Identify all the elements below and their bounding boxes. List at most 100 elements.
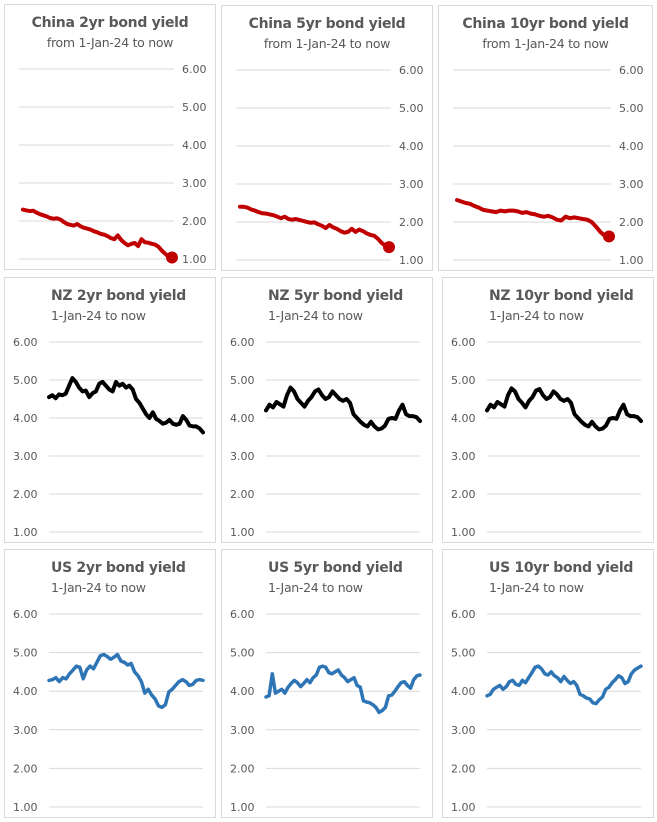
data-point bbox=[473, 204, 476, 208]
data-point bbox=[324, 397, 327, 401]
chart-plot-area: 1.00 2.00 3.00 4.00 5.00 6.00 bbox=[230, 336, 422, 539]
data-point bbox=[371, 703, 375, 706]
series-line-nz-10yr bbox=[485, 386, 643, 432]
data-point bbox=[537, 664, 540, 668]
data-point bbox=[128, 384, 131, 387]
data-point bbox=[141, 407, 144, 410]
data-point bbox=[464, 201, 467, 205]
data-point bbox=[268, 403, 271, 406]
data-point bbox=[331, 226, 335, 229]
data-point bbox=[586, 218, 589, 221]
data-point bbox=[143, 241, 147, 244]
data-point bbox=[67, 384, 71, 387]
data-point bbox=[285, 394, 289, 397]
data-point bbox=[198, 427, 201, 430]
chart-title: NZ 2yr bond yield bbox=[51, 288, 187, 304]
data-point bbox=[380, 241, 383, 245]
data-point bbox=[339, 229, 342, 233]
data-point bbox=[341, 399, 345, 403]
data-point bbox=[283, 215, 286, 218]
data-point bbox=[306, 399, 310, 403]
y-tick-label: 4.00 bbox=[619, 140, 644, 153]
series-line-us-5yr bbox=[264, 664, 422, 715]
data-point bbox=[581, 217, 585, 221]
data-point bbox=[253, 209, 257, 212]
data-point bbox=[636, 666, 639, 670]
data-point bbox=[365, 700, 368, 704]
data-point bbox=[298, 218, 301, 222]
data-point bbox=[140, 680, 143, 683]
data-point bbox=[109, 236, 113, 240]
data-point bbox=[541, 394, 545, 397]
data-point bbox=[576, 416, 580, 420]
data-point bbox=[48, 216, 52, 220]
data-point bbox=[81, 390, 84, 393]
data-point bbox=[277, 690, 280, 693]
data-point bbox=[167, 690, 170, 694]
y-tick-label: 3.00 bbox=[230, 724, 255, 737]
data-point bbox=[485, 409, 489, 412]
data-point bbox=[562, 399, 566, 403]
data-point bbox=[569, 682, 572, 685]
chart-title: China 2yr bond yield bbox=[31, 15, 189, 31]
data-point bbox=[551, 216, 554, 219]
data-point bbox=[354, 230, 357, 234]
y-tick-label: 5.00 bbox=[451, 647, 476, 660]
data-point bbox=[590, 220, 593, 224]
data-point bbox=[617, 674, 620, 677]
data-point bbox=[274, 691, 277, 695]
data-point bbox=[299, 401, 303, 404]
data-point bbox=[468, 202, 472, 205]
data-point bbox=[250, 208, 253, 211]
data-point bbox=[264, 212, 268, 215]
data-point bbox=[157, 704, 160, 708]
data-point bbox=[92, 667, 95, 670]
y-tick-label: 3.00 bbox=[13, 450, 38, 463]
data-point bbox=[588, 697, 591, 701]
data-point bbox=[338, 397, 341, 401]
data-point bbox=[124, 386, 128, 389]
data-point bbox=[503, 405, 506, 408]
chart-plot-area: 1.00 2.00 3.00 4.00 5.00 6.00 bbox=[13, 336, 205, 539]
data-point bbox=[511, 679, 514, 682]
y-tick-label: 6.00 bbox=[399, 64, 424, 77]
y-tick-label: 3.00 bbox=[13, 724, 38, 737]
chart-title: China 5yr bond yield bbox=[248, 16, 406, 32]
data-point bbox=[286, 686, 290, 689]
data-point bbox=[89, 228, 92, 231]
series-line-nz-5yr bbox=[264, 385, 422, 432]
data-point bbox=[133, 670, 136, 674]
data-point bbox=[268, 213, 271, 216]
chart-plot-area: 1.00 2.00 3.00 4.00 5.00 6.00 bbox=[13, 608, 205, 814]
data-point bbox=[548, 395, 552, 399]
data-point bbox=[495, 686, 498, 689]
data-point bbox=[611, 416, 615, 420]
data-point bbox=[575, 684, 578, 687]
data-point bbox=[517, 397, 520, 401]
data-point bbox=[120, 238, 123, 242]
y-tick-label: 2.00 bbox=[13, 762, 38, 775]
data-point bbox=[531, 395, 534, 399]
y-tick-label: 1.00 bbox=[13, 526, 38, 539]
data-point bbox=[568, 217, 572, 220]
data-point bbox=[121, 382, 124, 385]
data-point bbox=[358, 228, 361, 231]
data-point bbox=[527, 676, 530, 679]
data-point bbox=[569, 401, 573, 404]
data-point bbox=[191, 425, 195, 428]
data-point bbox=[317, 388, 320, 391]
data-point bbox=[313, 390, 317, 393]
data-point bbox=[292, 390, 296, 393]
data-point bbox=[25, 209, 28, 212]
data-point bbox=[520, 211, 524, 215]
data-point bbox=[294, 217, 298, 221]
series-line-china-10yr bbox=[455, 198, 611, 239]
data-point bbox=[65, 222, 69, 226]
data-point bbox=[507, 209, 511, 212]
data-point bbox=[79, 225, 82, 228]
data-point bbox=[35, 211, 38, 214]
data-point bbox=[381, 709, 384, 712]
data-point bbox=[387, 694, 390, 697]
data-point bbox=[257, 210, 260, 214]
data-point bbox=[158, 419, 161, 423]
